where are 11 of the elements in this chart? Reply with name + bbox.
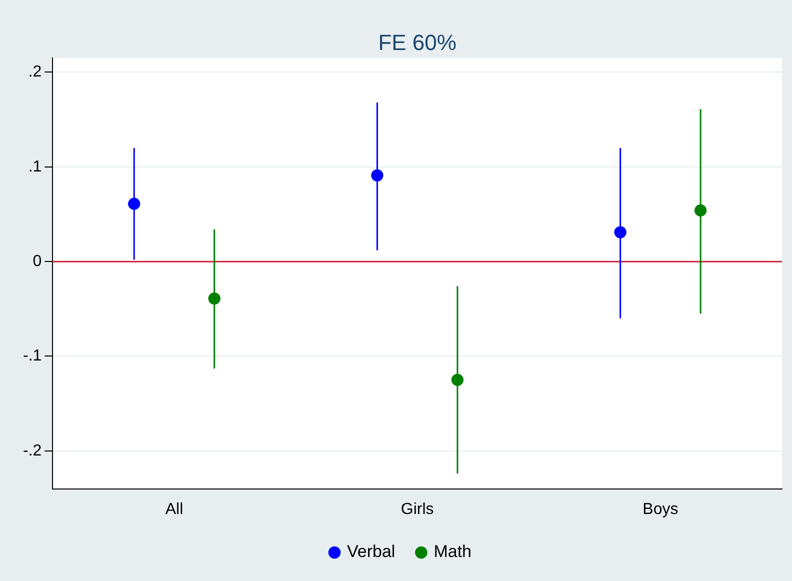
x-tick-label: Boys [642,500,678,518]
y-tick-label: -.2 [23,442,42,460]
legend-label: Verbal [347,542,396,562]
legend-label: Math [434,542,472,562]
x-tick-label: Girls [400,500,434,518]
x-tick-label: All [165,500,184,518]
y-tick-label: -.1 [23,348,42,365]
chart-title: FE 60% [378,30,456,56]
y-tick-label: 0 [32,252,42,270]
y-tick-label: .1 [28,158,42,176]
y-tick-label: .2 [28,64,42,81]
